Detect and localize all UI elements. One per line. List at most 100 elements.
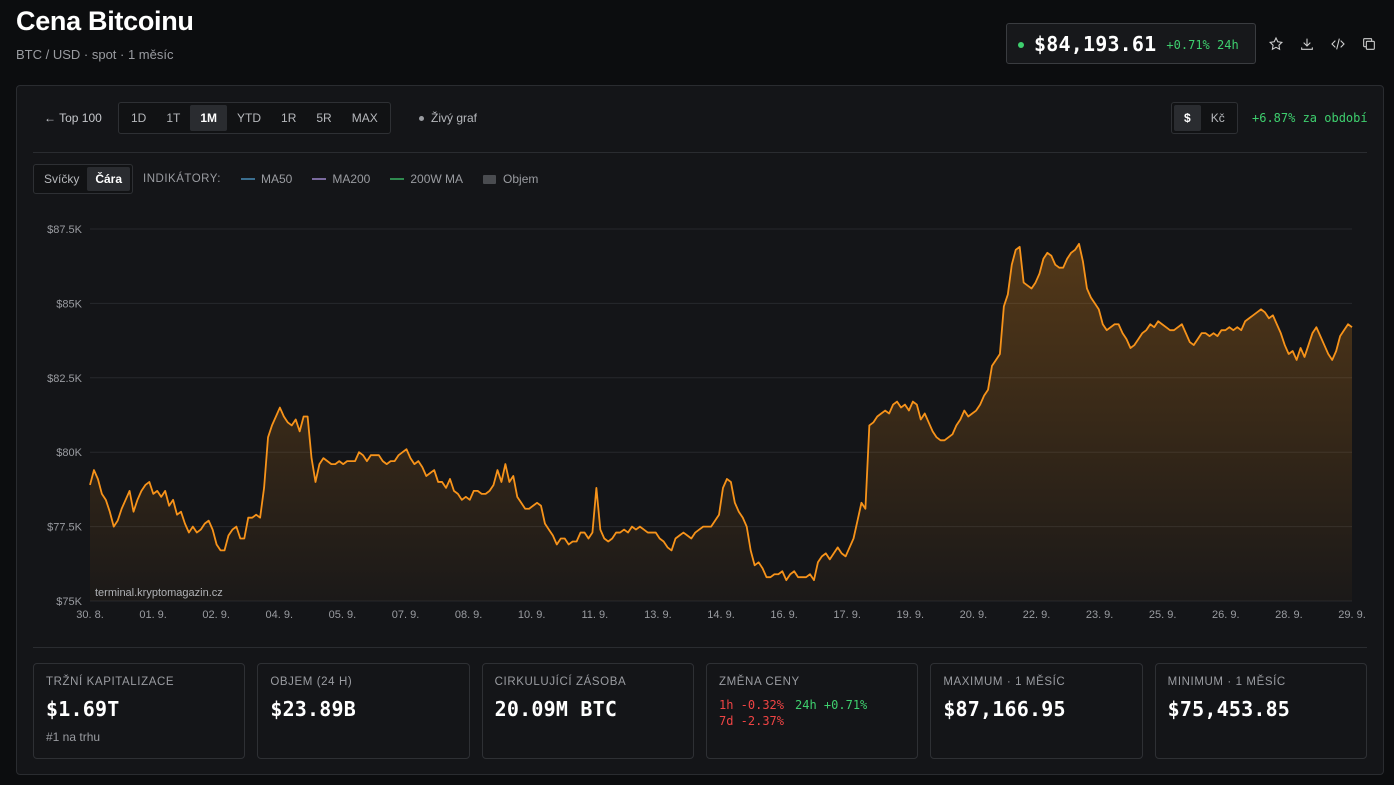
currency-czk-button[interactable]: Kč [1210, 111, 1225, 125]
volume-swatch-icon [483, 174, 497, 184]
stat-card: TRŽNÍ KAPITALIZACE $1.69T #1 na trhu [33, 663, 246, 759]
indicator-label: MA50 [260, 172, 293, 186]
x-tick-label: 20. 9. [960, 609, 988, 621]
x-tick-label: 01. 9. [139, 609, 167, 621]
stat-label: MINIMUM · 1 MĚSÍC [1167, 676, 1286, 688]
x-tick-label: 26. 9. [1212, 609, 1240, 621]
chart-panel: ← Top 100 1D 1T 1M YTD 1R 5R MAX Živý graf $ Kč… [16, 85, 1384, 775]
y-tick-label: $80K [56, 447, 82, 459]
x-tick-label: 17. 9. [833, 609, 861, 621]
stat-label: CIRKULUJÍCÍ ZÁSOBA [494, 676, 627, 688]
stat-sub: #1 na trhu [46, 730, 101, 744]
indicator-row: Svíčky Čára INDIKÁTORY: MA50 MA200 200W MA O… [33, 164, 538, 194]
divider [33, 152, 1367, 153]
indicator-label: 200W MA [410, 172, 464, 186]
stat-card: OBJEM (24 H) $23.89B [257, 663, 470, 759]
stat-value: $23.89B [270, 697, 357, 721]
x-tick-label: 04. 9. [266, 609, 294, 621]
range-button-ytd[interactable]: YTD [237, 111, 262, 125]
currency-selector: $ Kč [1171, 102, 1238, 134]
x-tick-label: 08. 9. [455, 609, 483, 621]
line-button[interactable]: Čára [87, 167, 131, 191]
code-icon[interactable] [1328, 34, 1347, 53]
download-icon[interactable] [1297, 34, 1316, 53]
x-tick-label: 10. 9. [518, 609, 546, 621]
range-button-1r[interactable]: 1R [281, 111, 297, 125]
change-row: 1h -0.32% 24h +0.71% [719, 698, 905, 712]
indicator-ma50[interactable]: MA50 [240, 172, 293, 186]
stat-value: $87,166.95 [943, 697, 1066, 721]
price-area [90, 243, 1352, 601]
x-tick-label: 28. 9. [1275, 609, 1303, 621]
x-tick-label: 11. 9. [581, 609, 608, 621]
x-tick-label: 19. 9. [897, 609, 925, 621]
line-swatch-icon [240, 178, 255, 180]
price-change-24h: +0.71% 24h [1166, 37, 1239, 52]
live-dot-icon [1018, 42, 1024, 48]
range-button-1m[interactable]: 1M [190, 105, 228, 131]
stat-card: ZMĚNA CENY 1h -0.32% 24h +0.71% 7d -2.37% [705, 663, 919, 759]
y-tick-label: $77.5K [47, 522, 83, 534]
divider [33, 647, 1367, 648]
current-price-box: $84,193.61 +0.71% 24h [1006, 23, 1256, 64]
line-swatch-icon [312, 178, 327, 180]
stat-card: CIRKULUJÍCÍ ZÁSOBA 20.09M BTC [481, 663, 694, 759]
y-tick-label: $75K [56, 596, 82, 608]
stat-value: $1.69T [46, 697, 120, 721]
x-tick-label: 07. 9. [392, 609, 420, 621]
range-button-1d[interactable]: 1D [131, 111, 147, 125]
time-range-selector: 1D 1T 1M YTD 1R 5R MAX [118, 102, 391, 134]
indicators-label: INDIKÁTORY: [143, 173, 221, 185]
change-7d: 7d -2.37% [718, 714, 785, 728]
candles-button[interactable]: Svíčky [44, 172, 80, 186]
line-swatch-icon [390, 178, 405, 180]
page-subtitle: BTC / USD · spot · 1 měsíc [16, 47, 174, 62]
indicator-ma200[interactable]: MA200 [312, 172, 370, 186]
x-tick-label: 25. 9. [1149, 609, 1177, 621]
stat-label: MAXIMUM · 1 MĚSÍC [943, 676, 1066, 688]
stat-label: ZMĚNA CENY [718, 676, 800, 688]
indicator-200w-ma[interactable]: 200W MA [390, 172, 463, 186]
stat-value: $75,453.85 [1167, 697, 1291, 721]
x-tick-label: 02. 9. [202, 609, 230, 621]
stat-card: MAXIMUM · 1 MĚSÍC $87,166.95 [930, 663, 1143, 759]
indicator-label: MA200 [332, 172, 371, 186]
stat-label: OBJEM (24 H) [270, 676, 353, 688]
change-24h: 24h +0.71% [795, 698, 868, 712]
indicator-label: Objem [503, 172, 539, 186]
copy-icon[interactable] [1359, 34, 1378, 53]
x-tick-label: 14. 9. [707, 609, 735, 621]
live-chart-label: Živý graf [431, 111, 478, 125]
range-button-max[interactable]: MAX [351, 111, 378, 125]
y-tick-label: $82.5K [47, 373, 83, 385]
x-tick-label: 22. 9. [1023, 609, 1051, 621]
y-tick-label: $85K [56, 298, 82, 310]
chart-type-selector: Svíčky Čára [33, 164, 134, 194]
star-icon[interactable] [1266, 34, 1285, 53]
change-1h: 1h -0.32% [718, 698, 785, 712]
x-tick-label: 16. 9. [770, 609, 798, 621]
back-to-top100-link[interactable]: ← Top 100 [44, 111, 102, 125]
page-title: Cena Bitcoinu [16, 6, 194, 36]
y-tick-label: $87.5K [47, 224, 83, 236]
x-tick-label: 23. 9. [1086, 609, 1114, 621]
price-chart[interactable]: $75K $77.5K $80K $82.5K $85K $87.5K 30. 8. 01. … [17, 216, 1383, 626]
stats-row: TRŽNÍ KAPITALIZACE $1.69T #1 na trhu OBJEM … [33, 663, 1367, 759]
x-tick-label: 30. 8. [76, 609, 104, 621]
range-button-5r[interactable]: 5R [316, 111, 332, 125]
period-change: +6.87% za období [1252, 111, 1368, 125]
x-tick-label: 13. 9. [644, 609, 672, 621]
x-tick-label: 29. 9. [1338, 609, 1366, 621]
live-dot-icon [419, 115, 424, 121]
stat-value: 20.09M BTC [494, 697, 618, 721]
current-price: $84,193.61 [1034, 31, 1157, 56]
stat-label: TRŽNÍ KAPITALIZACE [46, 676, 175, 688]
chart-toolbar: ← Top 100 1D 1T 1M YTD 1R 5R MAX Živý graf $ Kč… [17, 86, 1383, 152]
range-button-1t[interactable]: 1T [166, 111, 181, 125]
price-line [89, 242, 1353, 582]
live-chart-toggle[interactable]: Živý graf [419, 111, 477, 125]
chart-watermark: terminal.kryptomagazin.cz [95, 587, 223, 599]
x-tick-label: 05. 9. [329, 609, 357, 621]
currency-usd-button[interactable]: $ [1174, 105, 1201, 131]
indicator-objem[interactable]: Objem [483, 172, 538, 186]
